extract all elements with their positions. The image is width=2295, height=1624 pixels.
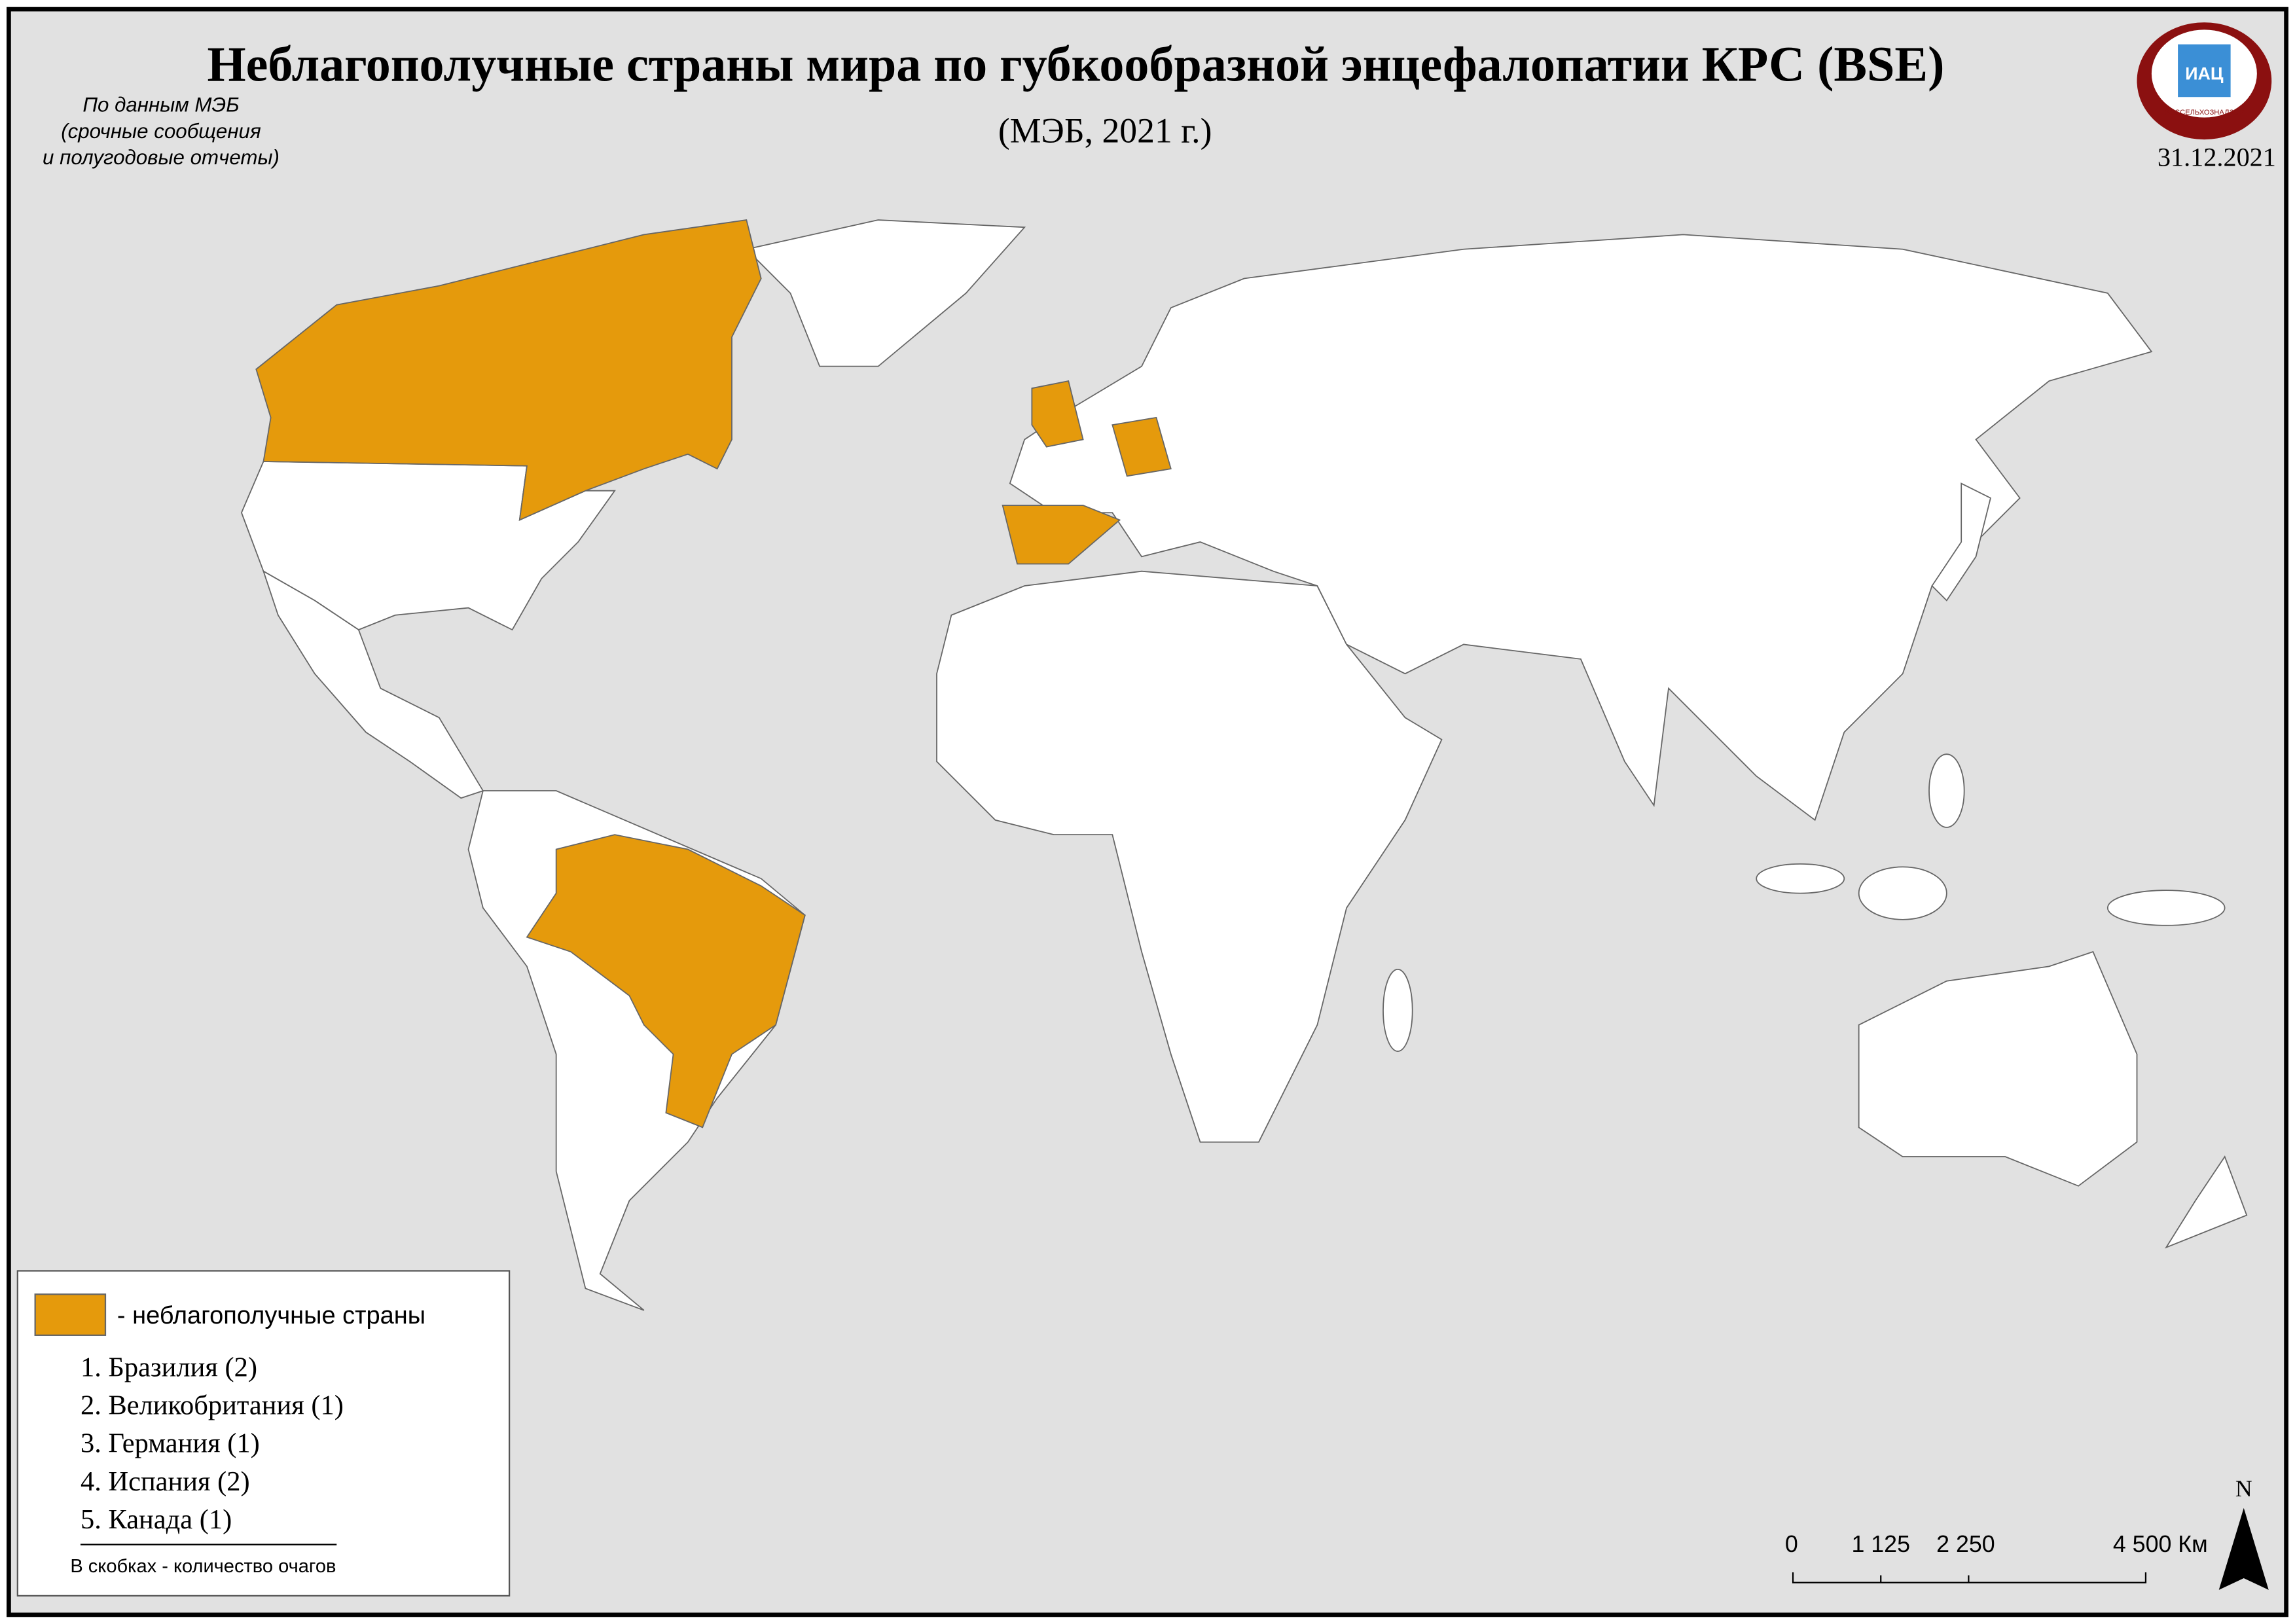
source: По данным МЭБ [82, 94, 239, 117]
title: Неблагополучные страны мира по губкообра… [207, 37, 1944, 92]
scale-label: 2 250 [1936, 1531, 1995, 1557]
land [240, 219, 2248, 1311]
logo-caption: РОССЕЛЬХОЗНАДЗОР [2164, 109, 2244, 117]
legend-label: - неблагополучные страны [117, 1302, 425, 1329]
legend-swatch [34, 1293, 107, 1336]
logo: ИАЦ РОССЕЛЬХОЗНАДЗОР [2137, 22, 2272, 140]
legend-item: 1. Бразилия (2) [81, 1352, 257, 1382]
subtitle: (МЭБ, 2021 г.) [998, 111, 1212, 151]
date: 31.12.2021 [2158, 142, 2276, 171]
north-arrow: N [2218, 1475, 2269, 1590]
scale-bar: 0 1 125 2 250 4 500 Км [1785, 1531, 2208, 1583]
source: (срочные сообщения [61, 120, 261, 143]
legend-item: 2. Великобритания (1) [81, 1390, 344, 1421]
legend-item: 4. Испания (2) [81, 1466, 250, 1497]
legend-note: В скобках - количество очагов [70, 1556, 336, 1577]
scale-label: 1 125 [1851, 1531, 1910, 1557]
legend-item: 5. Канада (1) [81, 1504, 232, 1535]
source: и полугодовые отчеты) [43, 146, 280, 169]
scale-label: 4 500 Км [2113, 1531, 2208, 1557]
legend-item: 3. Германия (1) [81, 1428, 260, 1459]
logo-text: ИАЦ [2185, 63, 2224, 83]
legend: - неблагополучные страны 1. Бразилия (2)… [16, 1270, 511, 1597]
scale-label: 0 [1785, 1531, 1798, 1557]
north-label: N [2235, 1475, 2252, 1502]
